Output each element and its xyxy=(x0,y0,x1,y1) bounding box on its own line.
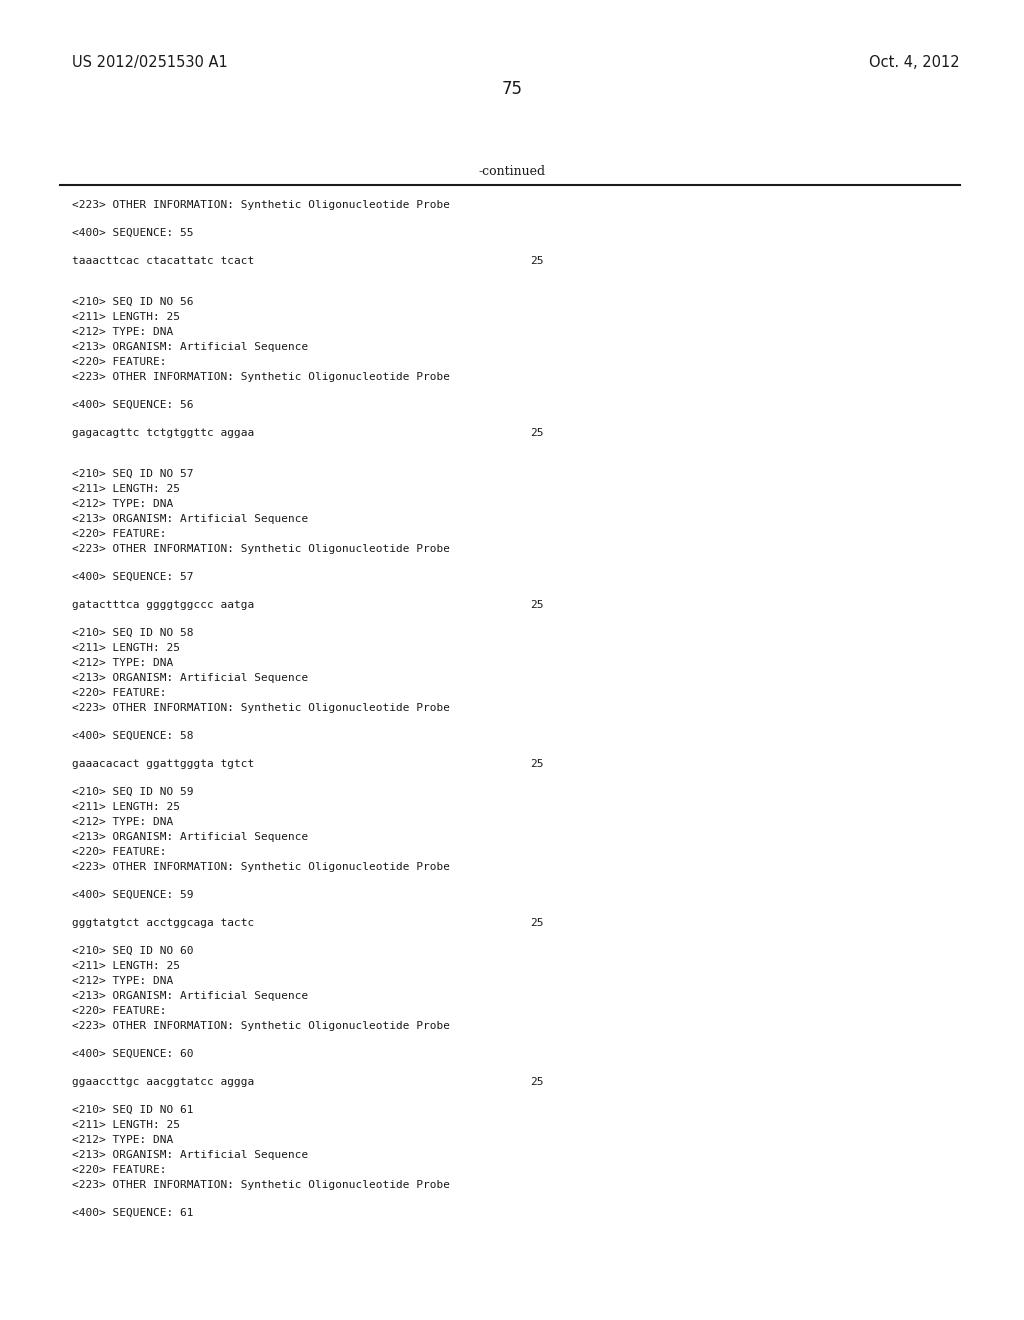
Text: ggaaccttgc aacggtatcc aggga: ggaaccttgc aacggtatcc aggga xyxy=(72,1077,254,1086)
Text: <211> LENGTH: 25: <211> LENGTH: 25 xyxy=(72,484,180,494)
Text: <210> SEQ ID NO 57: <210> SEQ ID NO 57 xyxy=(72,469,194,479)
Text: <211> LENGTH: 25: <211> LENGTH: 25 xyxy=(72,961,180,972)
Text: <212> TYPE: DNA: <212> TYPE: DNA xyxy=(72,327,173,337)
Text: <400> SEQUENCE: 59: <400> SEQUENCE: 59 xyxy=(72,890,194,900)
Text: <211> LENGTH: 25: <211> LENGTH: 25 xyxy=(72,1119,180,1130)
Text: <400> SEQUENCE: 56: <400> SEQUENCE: 56 xyxy=(72,400,194,411)
Text: <220> FEATURE:: <220> FEATURE: xyxy=(72,529,167,539)
Text: <220> FEATURE:: <220> FEATURE: xyxy=(72,1166,167,1175)
Text: <220> FEATURE:: <220> FEATURE: xyxy=(72,688,167,698)
Text: US 2012/0251530 A1: US 2012/0251530 A1 xyxy=(72,55,227,70)
Text: gagacagttc tctgtggttc aggaa: gagacagttc tctgtggttc aggaa xyxy=(72,428,254,438)
Text: <211> LENGTH: 25: <211> LENGTH: 25 xyxy=(72,312,180,322)
Text: <223> OTHER INFORMATION: Synthetic Oligonucleotide Probe: <223> OTHER INFORMATION: Synthetic Oligo… xyxy=(72,201,450,210)
Text: <210> SEQ ID NO 61: <210> SEQ ID NO 61 xyxy=(72,1105,194,1115)
Text: <223> OTHER INFORMATION: Synthetic Oligonucleotide Probe: <223> OTHER INFORMATION: Synthetic Oligo… xyxy=(72,1020,450,1031)
Text: <212> TYPE: DNA: <212> TYPE: DNA xyxy=(72,657,173,668)
Text: gaaacacact ggattgggta tgtct: gaaacacact ggattgggta tgtct xyxy=(72,759,254,770)
Text: <223> OTHER INFORMATION: Synthetic Oligonucleotide Probe: <223> OTHER INFORMATION: Synthetic Oligo… xyxy=(72,544,450,554)
Text: <213> ORGANISM: Artificial Sequence: <213> ORGANISM: Artificial Sequence xyxy=(72,513,308,524)
Text: 25: 25 xyxy=(530,601,544,610)
Text: gggtatgtct acctggcaga tactc: gggtatgtct acctggcaga tactc xyxy=(72,917,254,928)
Text: <220> FEATURE:: <220> FEATURE: xyxy=(72,1006,167,1016)
Text: <400> SEQUENCE: 61: <400> SEQUENCE: 61 xyxy=(72,1208,194,1218)
Text: <223> OTHER INFORMATION: Synthetic Oligonucleotide Probe: <223> OTHER INFORMATION: Synthetic Oligo… xyxy=(72,704,450,713)
Text: <220> FEATURE:: <220> FEATURE: xyxy=(72,356,167,367)
Text: <210> SEQ ID NO 58: <210> SEQ ID NO 58 xyxy=(72,628,194,638)
Text: <212> TYPE: DNA: <212> TYPE: DNA xyxy=(72,499,173,510)
Text: <212> TYPE: DNA: <212> TYPE: DNA xyxy=(72,975,173,986)
Text: <400> SEQUENCE: 57: <400> SEQUENCE: 57 xyxy=(72,572,194,582)
Text: taaacttcac ctacattatc tcact: taaacttcac ctacattatc tcact xyxy=(72,256,254,267)
Text: <223> OTHER INFORMATION: Synthetic Oligonucleotide Probe: <223> OTHER INFORMATION: Synthetic Oligo… xyxy=(72,1180,450,1191)
Text: <213> ORGANISM: Artificial Sequence: <213> ORGANISM: Artificial Sequence xyxy=(72,342,308,352)
Text: <213> ORGANISM: Artificial Sequence: <213> ORGANISM: Artificial Sequence xyxy=(72,991,308,1001)
Text: -continued: -continued xyxy=(478,165,546,178)
Text: 25: 25 xyxy=(530,256,544,267)
Text: <223> OTHER INFORMATION: Synthetic Oligonucleotide Probe: <223> OTHER INFORMATION: Synthetic Oligo… xyxy=(72,862,450,873)
Text: <212> TYPE: DNA: <212> TYPE: DNA xyxy=(72,817,173,828)
Text: <223> OTHER INFORMATION: Synthetic Oligonucleotide Probe: <223> OTHER INFORMATION: Synthetic Oligo… xyxy=(72,372,450,381)
Text: <400> SEQUENCE: 58: <400> SEQUENCE: 58 xyxy=(72,731,194,741)
Text: <220> FEATURE:: <220> FEATURE: xyxy=(72,847,167,857)
Text: Oct. 4, 2012: Oct. 4, 2012 xyxy=(869,55,961,70)
Text: 25: 25 xyxy=(530,917,544,928)
Text: <210> SEQ ID NO 59: <210> SEQ ID NO 59 xyxy=(72,787,194,797)
Text: gatactttca ggggtggccc aatga: gatactttca ggggtggccc aatga xyxy=(72,601,254,610)
Text: <211> LENGTH: 25: <211> LENGTH: 25 xyxy=(72,803,180,812)
Text: 25: 25 xyxy=(530,428,544,438)
Text: <400> SEQUENCE: 60: <400> SEQUENCE: 60 xyxy=(72,1049,194,1059)
Text: <211> LENGTH: 25: <211> LENGTH: 25 xyxy=(72,643,180,653)
Text: 25: 25 xyxy=(530,759,544,770)
Text: 25: 25 xyxy=(530,1077,544,1086)
Text: <212> TYPE: DNA: <212> TYPE: DNA xyxy=(72,1135,173,1144)
Text: 75: 75 xyxy=(502,81,522,98)
Text: <400> SEQUENCE: 55: <400> SEQUENCE: 55 xyxy=(72,228,194,238)
Text: <213> ORGANISM: Artificial Sequence: <213> ORGANISM: Artificial Sequence xyxy=(72,832,308,842)
Text: <213> ORGANISM: Artificial Sequence: <213> ORGANISM: Artificial Sequence xyxy=(72,1150,308,1160)
Text: <210> SEQ ID NO 56: <210> SEQ ID NO 56 xyxy=(72,297,194,308)
Text: <210> SEQ ID NO 60: <210> SEQ ID NO 60 xyxy=(72,946,194,956)
Text: <213> ORGANISM: Artificial Sequence: <213> ORGANISM: Artificial Sequence xyxy=(72,673,308,682)
